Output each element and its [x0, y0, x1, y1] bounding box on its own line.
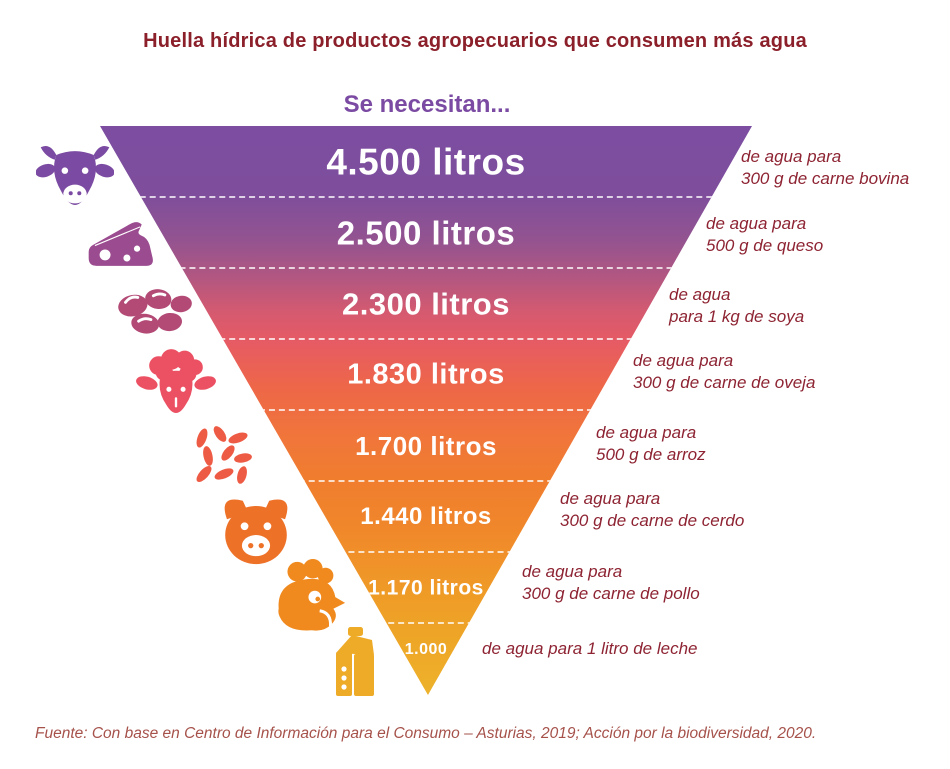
segment-divider: [100, 196, 752, 198]
annotation-text: de agua para: [596, 423, 697, 442]
segment-divider: [100, 480, 752, 482]
segment-divider: [100, 338, 752, 340]
value-queso: 2.500 litros: [336, 214, 516, 252]
subtitle: Se necesitan...: [343, 91, 511, 118]
annotation-text: 300 g de carne bovina: [741, 168, 910, 188]
source-note: Fuente: Con base en Centro de Informació…: [35, 725, 817, 742]
annotation-text: 300 g de carne de oveja: [633, 372, 816, 392]
annotation-text: de agua para: [560, 489, 661, 508]
annotation-text: 300 g de carne de pollo: [522, 583, 700, 603]
annotation-text: para 1 kg de soya: [669, 306, 805, 326]
annotation-text: de agua para: [741, 147, 842, 166]
cheese-icon: [84, 212, 162, 276]
annotation-carne-oveja: de agua para 300 g de carne de oveja: [633, 350, 815, 394]
annotation-carne-cerdo: de agua para 300 g de carne de cerdo: [560, 488, 744, 532]
annotation-carne-bovina: de agua para 300 g de carne bovina: [741, 146, 909, 190]
annotation-text: de agua para: [633, 351, 734, 370]
annotation-text: de agua: [669, 285, 731, 304]
annotation-soya: de agua para 1 kg de soya: [669, 284, 804, 328]
page-title: Huella hídrica de productos agropecuario…: [143, 30, 807, 52]
annotation-text: 500 g de queso: [706, 235, 824, 255]
value-carne-oveja: 1.830 litros: [347, 358, 505, 391]
annotation-text: de agua para: [706, 214, 807, 233]
sheep-icon: [136, 342, 216, 424]
segment-divider: [100, 409, 752, 411]
pig-icon: [212, 487, 300, 569]
soybeans-icon: [114, 286, 196, 340]
value-carne-cerdo: 1.440 litros: [360, 503, 492, 530]
annotation-queso: de agua para 500 g de queso: [706, 213, 823, 257]
value-arroz: 1.700 litros: [355, 431, 497, 461]
annotation-carne-pollo: de agua para 300 g de carne de pollo: [522, 561, 700, 605]
annotation-leche: de agua para 1 litro de leche: [482, 638, 698, 660]
segment-divider: [100, 622, 752, 624]
value-carne-bovina: 4.500 litros: [326, 141, 526, 183]
value-leche: 1.000: [404, 641, 448, 658]
annotation-text: 500 g de arroz: [596, 444, 706, 464]
chicken-icon: [268, 558, 346, 642]
value-soya: 2.300 litros: [342, 286, 510, 322]
value-carne-pollo: 1.170 litros: [368, 576, 484, 600]
segment-divider: [100, 267, 752, 269]
rice-icon: [190, 426, 252, 486]
annotation-text: 300 g de carne de cerdo: [560, 510, 745, 530]
segment-divider: [100, 551, 752, 553]
annotation-arroz: de agua para 500 g de arroz: [596, 422, 706, 466]
milk-carton-icon: [328, 627, 380, 697]
annotation-text: de agua para: [522, 562, 623, 581]
annotation-text: de agua para 1 litro de leche: [482, 639, 698, 658]
cow-icon: [36, 138, 114, 222]
